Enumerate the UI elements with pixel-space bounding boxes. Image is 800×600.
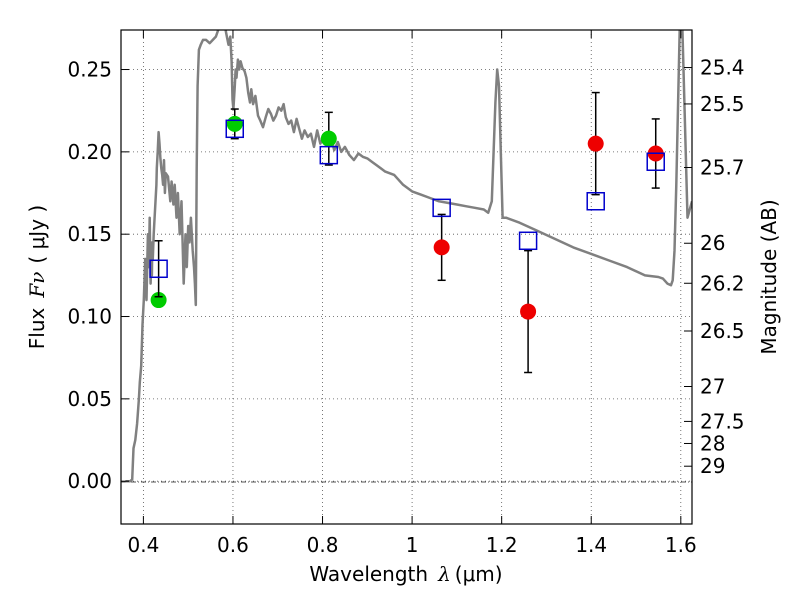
- mag-tick-label: 25.5: [700, 92, 745, 116]
- model-square-point: [646, 152, 665, 171]
- mag-tick-label: 26.5: [700, 319, 745, 343]
- model-sed-layer: [125, 30, 692, 483]
- red-data-point: [433, 239, 450, 256]
- y-axis-label: FluxFν( μJy ): [25, 205, 49, 349]
- x-tick-label: 1.6: [665, 533, 697, 557]
- y-tick-label: 0.20: [67, 140, 112, 164]
- model-sed-line: [125, 30, 692, 483]
- y-tick-label: 0.05: [67, 387, 112, 411]
- axis-ticks: 0.4 0.6 0.8 1 1.2 1.4 1.6 0.00 0.05 0.10 0.15 0.20 0…: [67, 30, 745, 557]
- mag-tick-label: 27: [700, 375, 725, 399]
- plot-background: [121, 30, 692, 524]
- model-square-point: [432, 198, 451, 218]
- y-tick-label: 0.25: [67, 58, 112, 82]
- mag-tick-label: 28: [700, 431, 725, 455]
- y-tick-label: 0.10: [67, 305, 112, 329]
- mag-tick-label: 26: [700, 231, 725, 255]
- mag-tick-label: 29: [700, 454, 725, 478]
- y2-axis-label: Magnitude (AB): [757, 199, 781, 354]
- model-square-point: [319, 145, 339, 165]
- x-tick-label: 1.4: [575, 533, 607, 557]
- red-data-point: [587, 135, 604, 152]
- model-square-point: [518, 231, 538, 251]
- red-data-point: [520, 303, 537, 320]
- x-axis-label: Wavelength λ (μm): [309, 562, 502, 586]
- x-tick-label: 0.8: [307, 533, 339, 557]
- green-data-point: [226, 115, 243, 132]
- mag-tick-label: 27.5: [700, 409, 745, 433]
- model-square-point: [149, 259, 168, 279]
- mag-tick-label: 25.4: [700, 56, 745, 80]
- x-tick-label: 0.4: [127, 533, 159, 557]
- mag-tick-label: 25.7: [700, 155, 745, 179]
- model-square-point: [586, 192, 605, 211]
- model-square-point: [225, 119, 245, 139]
- y-tick-label: 0.00: [67, 469, 112, 493]
- x-tick-label: 1.2: [486, 533, 518, 557]
- y-tick-label: 0.15: [67, 222, 112, 246]
- green-data-point: [320, 130, 337, 147]
- mag-tick-label: 26.2: [700, 271, 745, 295]
- photometry-layer: [149, 91, 665, 374]
- x-tick-label: 0.6: [217, 533, 249, 557]
- plot-frame: [120, 29, 693, 525]
- x-tick-label: 1: [406, 533, 419, 557]
